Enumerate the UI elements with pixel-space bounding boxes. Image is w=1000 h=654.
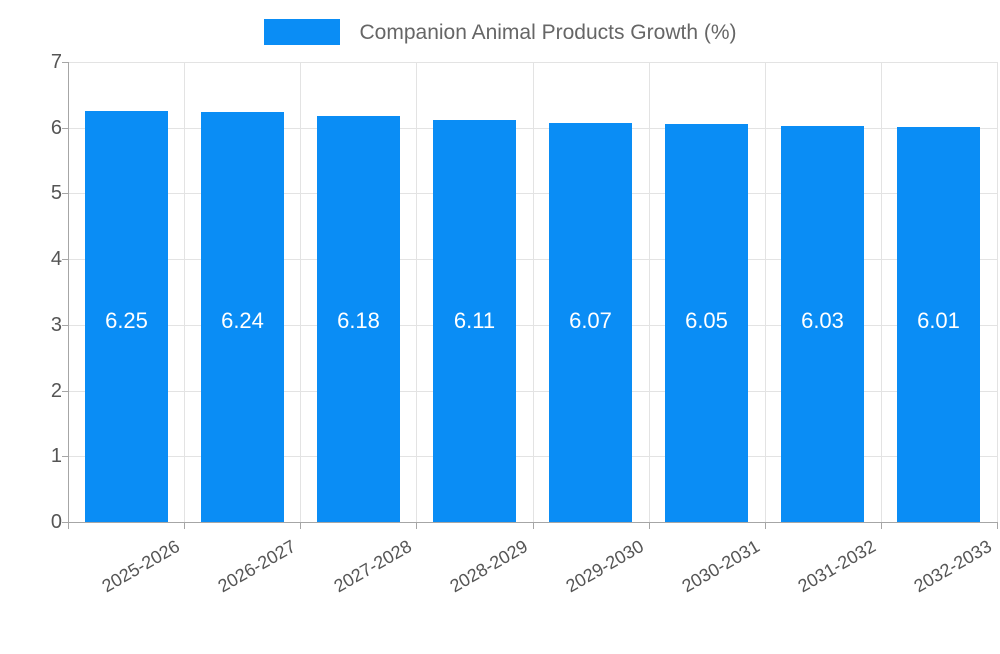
y-axis-tick-mark <box>62 62 68 63</box>
x-axis-line <box>68 522 997 523</box>
x-axis-tick-mark <box>533 522 534 529</box>
y-axis-tick-label: 6 <box>50 116 62 139</box>
y-axis-tick-mark <box>62 522 68 523</box>
x-axis-tick-mark <box>68 522 69 529</box>
x-axis-tick-mark <box>184 522 185 529</box>
legend-color-swatch[interactable] <box>263 19 340 45</box>
x-axis-tick-mark <box>416 522 417 529</box>
gridline-horizontal <box>68 324 997 326</box>
y-axis-tick-label: 2 <box>50 379 62 402</box>
gridline-vertical <box>881 62 882 522</box>
gridline-vertical <box>300 62 301 522</box>
bar[interactable] <box>897 127 980 522</box>
gridline-horizontal <box>68 259 997 261</box>
bar[interactable] <box>781 125 864 522</box>
gridline-vertical <box>533 62 534 522</box>
y-axis-tick-label: 7 <box>50 51 62 73</box>
bar[interactable] <box>665 124 748 522</box>
y-axis-tick-label: 1 <box>50 445 62 468</box>
y-axis-tick-mark <box>62 127 68 129</box>
legend-label: Companion Animal Products Growth (%) <box>359 20 737 44</box>
y-axis-tick-label: 4 <box>50 248 62 271</box>
x-axis-tick-mark <box>300 522 301 529</box>
x-axis-tick-mark <box>997 522 998 529</box>
bar[interactable] <box>433 120 516 522</box>
bar[interactable] <box>317 115 400 522</box>
bar-chart: Companion Animal Products Growth (%) 0 1 2… <box>0 0 1000 600</box>
y-axis-line <box>68 62 69 523</box>
gridline-vertical <box>765 62 766 522</box>
x-axis-tick-mark <box>881 522 882 529</box>
gridline-horizontal <box>68 127 997 129</box>
gridline-horizontal <box>68 390 997 392</box>
x-axis-tick-mark <box>649 522 650 529</box>
gridline-vertical <box>184 62 185 522</box>
y-axis-tick-mark <box>62 324 68 326</box>
y-axis-tick-label: 3 <box>50 313 62 336</box>
y-axis-tick-mark <box>62 456 68 458</box>
bar[interactable] <box>549 123 632 522</box>
y-axis-tick-mark <box>62 193 68 195</box>
gridline-vertical <box>416 62 417 522</box>
y-axis-tick-mark <box>62 259 68 261</box>
gridline-vertical <box>997 62 998 522</box>
gridline-horizontal <box>68 62 997 63</box>
gridline-horizontal <box>68 193 997 195</box>
plot-area <box>68 62 998 523</box>
bar[interactable] <box>201 111 284 522</box>
y-axis-tick-label: 5 <box>50 182 62 205</box>
bar[interactable] <box>85 111 168 522</box>
chart-legend: Companion Animal Products Growth (%) <box>0 10 1000 54</box>
x-axis-tick-mark <box>765 522 766 529</box>
y-axis-tick-label: 0 <box>50 511 62 533</box>
y-axis-tick-mark <box>62 390 68 392</box>
gridline-vertical <box>649 62 650 522</box>
y-axis-ticks: 0 1 2 3 4 5 6 7 <box>0 0 68 600</box>
gridline-horizontal <box>68 456 997 458</box>
